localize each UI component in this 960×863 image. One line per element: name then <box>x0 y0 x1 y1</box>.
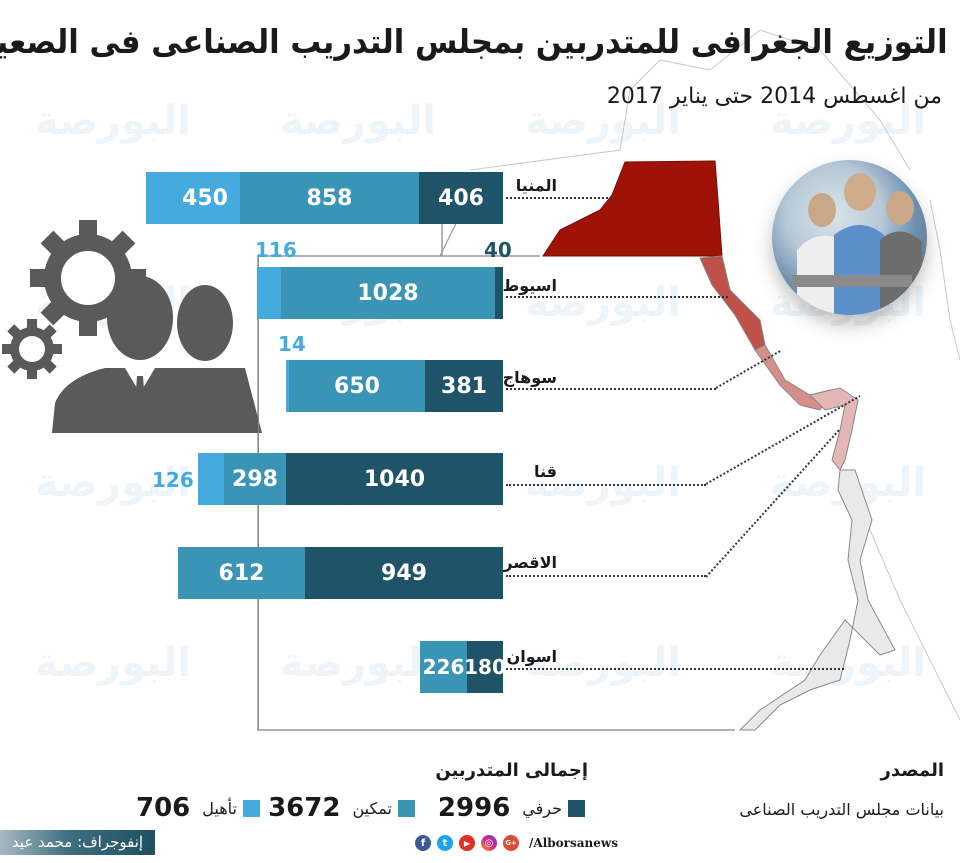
leader-line <box>506 668 844 670</box>
social-links: f t ▶ ◎ G+ /Alborsanews <box>415 835 618 851</box>
bar-qena: 298 1040 <box>198 453 503 505</box>
instagram-icon[interactable]: ◎ <box>481 835 497 851</box>
city-label-qena: قنا <box>533 462 557 481</box>
bar-segment-herafy: 1040 <box>286 453 503 505</box>
leader-line <box>506 484 706 486</box>
legend-value: 706 <box>136 793 191 823</box>
youtube-icon[interactable]: ▶ <box>459 835 475 851</box>
legend-swatch <box>398 799 415 817</box>
city-label-sohag: سوهاج <box>502 368 557 387</box>
bar-segment-herafy: 381 <box>425 360 503 412</box>
legend-item-taheel: تأهيل 706 <box>136 792 260 824</box>
legend-item-herafy: حرفي 2996 <box>438 792 585 824</box>
bar-segment-herafy: 406 <box>419 172 503 224</box>
leader-line-diagonal <box>715 349 783 389</box>
leader-line-diagonal <box>705 395 861 485</box>
leader-line <box>506 296 728 298</box>
bar-segment-tamkeen: 858 <box>240 172 419 224</box>
bar-segment-taheel <box>198 453 224 505</box>
source-title: المصدر <box>880 760 945 781</box>
bar-segment-herafy: 180 <box>464 641 506 693</box>
legend-swatch <box>568 799 585 817</box>
bar-segment-taheel <box>257 267 281 319</box>
legend-swatch <box>243 799 260 817</box>
bar-segment-herafy: 949 <box>305 547 503 599</box>
map-region-minya <box>542 160 723 257</box>
bar-segment-taheel <box>286 360 289 412</box>
bar-segment-herafy <box>495 267 503 319</box>
city-label-minya: المنيا <box>515 176 557 195</box>
value-label-herafy: 40 <box>484 238 512 262</box>
source-text: بيانات مجلس التدريب الصناعى <box>739 800 944 819</box>
social-handle: /Alborsanews <box>529 836 618 850</box>
bar-sohag: 650 381 <box>286 360 503 412</box>
trainees-photo <box>772 160 927 315</box>
bar-aswan: 226 180 <box>420 641 506 693</box>
legend-label: تأهيل <box>202 798 237 818</box>
leader-line <box>506 575 706 577</box>
leader-line-diagonal <box>705 428 841 578</box>
leader-line <box>506 197 616 199</box>
infographic-credit: إنفوجراف: محمد عيد <box>0 830 155 855</box>
bar-minya: 450 858 406 <box>146 172 503 224</box>
bar-segment-taheel: 450 <box>146 172 240 224</box>
city-label-aswan: اسوان <box>506 647 557 666</box>
bar-asyut: 1028 <box>257 267 503 319</box>
bar-segment-tamkeen: 612 <box>178 547 305 599</box>
legend-item-tamkeen: تمكين 3672 <box>268 792 415 824</box>
bar-segment-tamkeen: 226 <box>420 641 467 693</box>
legend-value: 2996 <box>437 793 511 823</box>
bar-segment-tamkeen: 1028 <box>281 267 495 319</box>
city-label-asyut: اسيوط <box>502 276 557 295</box>
leader-line <box>506 388 716 390</box>
people-gears-icon <box>2 220 262 433</box>
page-title: التوزيع الجغرافى للمتدربين بمجلس التدريب… <box>0 22 948 61</box>
page-subtitle: من اغسطس 2014 حتى يناير 2017 <box>606 84 942 109</box>
twitter-icon[interactable]: t <box>437 835 453 851</box>
legend-value: 3672 <box>268 793 341 823</box>
bar-segment-tamkeen: 650 <box>289 360 425 412</box>
map-region-aswan <box>738 469 896 731</box>
legend-label: تمكين <box>352 798 392 818</box>
value-label-taheel: 116 <box>255 238 297 262</box>
bar-segment-tamkeen: 298 <box>224 453 286 505</box>
bar-luxor: 612 949 <box>178 547 503 599</box>
map-region-asyut <box>699 255 766 351</box>
value-label-taheel: 126 <box>152 468 194 492</box>
value-label-taheel: 14 <box>278 332 306 356</box>
legend-label: حرفي <box>522 798 562 818</box>
city-label-luxor: الاقصر <box>503 553 557 572</box>
facebook-icon[interactable]: f <box>415 835 431 851</box>
legend-title: إجمالى المتدربين <box>435 760 588 781</box>
google-plus-icon[interactable]: G+ <box>503 835 519 851</box>
